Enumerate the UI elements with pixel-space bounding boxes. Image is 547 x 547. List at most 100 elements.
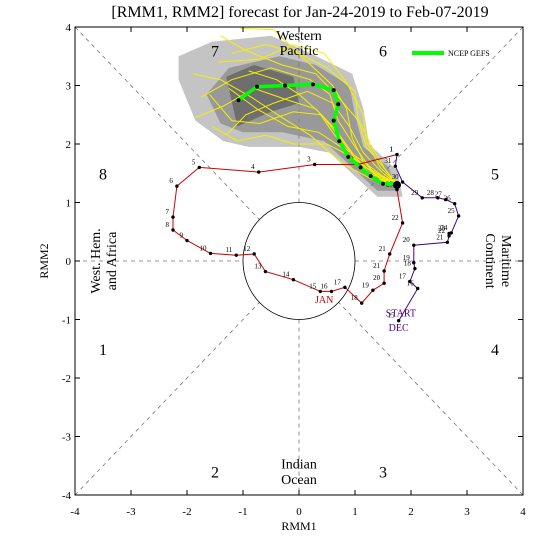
y-tick-label: 2 (66, 139, 72, 151)
series-3-point-3 (368, 174, 373, 179)
y-tick-label: 0 (66, 256, 72, 268)
series-1-day-label-5: 19 (403, 254, 411, 262)
series-2-day-label-18: 18 (351, 294, 359, 302)
region-label-ocean: Ocean (281, 473, 317, 488)
series-2-point-7 (171, 215, 175, 219)
ensemble-member-2 (231, 44, 398, 185)
region-label-west-hem-africa: West. Hem. and Africa (89, 228, 120, 293)
series-1-point-16 (400, 180, 405, 184)
series-2-point-4 (256, 170, 261, 174)
phase-number-1: 1 (99, 342, 107, 359)
region-label-and-africa: and Africa (105, 231, 120, 290)
y-tick-label: 1 (66, 198, 72, 210)
series-1-point-10 (449, 231, 454, 235)
series-1-day-label-14: 28 (427, 189, 435, 197)
series-1-day-label-16: 30 (392, 173, 400, 181)
series-1-day-label-15: 29 (411, 189, 419, 197)
series-1-day-label-8: 22 (438, 227, 446, 235)
ensemble-member-5 (211, 125, 398, 185)
series-1-point-3 (408, 279, 412, 284)
series-2-point-16 (329, 289, 334, 294)
series-1-point-5 (412, 261, 416, 265)
series-1-day-label-7: 21 (436, 233, 444, 241)
series-2-point-5 (197, 165, 202, 170)
y-tick-label: 4 (66, 22, 72, 34)
series-2-day-label-20: 20 (373, 274, 381, 282)
series-3-point-4 (358, 165, 363, 170)
y-tick-label: 3 (66, 81, 72, 93)
series-3-point-10 (311, 82, 315, 87)
region-label-indian: Indian (281, 458, 317, 473)
series-1-day-label-3: 17 (399, 272, 407, 280)
series-2-day-label-17: 17 (334, 278, 342, 286)
series-2-day-label-1: 1 (390, 146, 394, 154)
phase-grid (74, 26, 524, 496)
y-axis-label: RMM2 (37, 243, 51, 278)
series-3-point-2 (381, 181, 385, 186)
series-2-day-label-23: 22 (392, 214, 400, 222)
series-1-day-label-18: 1 (390, 146, 394, 154)
series-1-day-label-10: 24 (440, 224, 448, 232)
x-tick-label: 1 (352, 506, 358, 518)
series-1-point-12 (452, 201, 457, 206)
phase-labels: 12 345678WesternPacificIndianOceanMaritim… (89, 29, 513, 488)
series-2-point-22 (388, 252, 392, 256)
series-2-day-label-5: 5 (192, 158, 196, 166)
series-2-day-label-7: 7 (166, 208, 170, 216)
region-label-west-hem: West. Hem. (89, 228, 104, 293)
phase-number-7: 7 (211, 43, 219, 60)
series-2-point-9 (185, 238, 189, 243)
series-2-day-label-22: 21 (379, 245, 387, 253)
series-2-day-label-13: 13 (254, 263, 262, 271)
ensemble-member-11 (192, 73, 398, 185)
series-2-point-8 (171, 228, 175, 232)
series-1-point-11 (456, 214, 461, 218)
series-3-point-7 (331, 118, 336, 123)
ensemble-member-6 (225, 90, 398, 185)
y-tick-label: -3 (62, 432, 72, 444)
series-3-point-8 (336, 102, 341, 107)
series-2-day-label-6: 6 (169, 177, 173, 185)
x-tick-label: 4 (520, 506, 526, 518)
phase-number-3: 3 (379, 465, 387, 482)
x-tick-label: 3 (464, 506, 470, 518)
series-3-point-9 (331, 88, 336, 93)
ensemble-members (192, 27, 398, 185)
series-1-point-7 (445, 240, 450, 244)
series-2-point-13 (263, 269, 268, 274)
series-1-day-label-11: 25 (448, 207, 456, 215)
series-2-point-15 (318, 289, 322, 294)
region-label-pacific: Pacific (280, 44, 319, 59)
series-1-point-8 (447, 234, 451, 238)
series-2-point-23 (400, 221, 405, 225)
series-2-point-21 (382, 269, 386, 273)
series-2-point-18 (360, 301, 364, 305)
phase-number-2: 2 (211, 465, 219, 482)
series-2-day-label-15: 15 (309, 282, 317, 290)
series-1-day-label-1: 15 (388, 312, 396, 320)
series-2-point-10 (208, 251, 213, 256)
series-1-day-label-4: 18 (404, 260, 412, 268)
series-3-point-5 (346, 154, 351, 159)
x-tick-label: 0 (296, 506, 302, 518)
series-2-day-label-11: 11 (226, 246, 233, 254)
diagonal-lower-left (74, 302, 260, 496)
series-3-point-13 (236, 98, 241, 103)
series-1-point-6 (412, 243, 416, 247)
series-1-day-label-9: 23 (438, 225, 446, 233)
ensemble-member-7 (217, 44, 398, 185)
series-2-day-label-12: 12 (243, 245, 251, 253)
x-tick-label: -2 (182, 506, 191, 518)
phase-number-5: 5 (491, 166, 499, 183)
series-1-point-1 (396, 318, 401, 323)
x-tick-label: -1 (238, 506, 247, 518)
series-1-point-15 (420, 196, 424, 200)
series-2-day-label-10: 10 (200, 244, 208, 252)
series-1-point-17 (393, 164, 398, 168)
series-3-point-6 (337, 139, 342, 144)
y-tick-label: -4 (62, 490, 72, 502)
dec-annotation: DEC (389, 323, 409, 334)
region-label-maritime: Maritime (498, 235, 513, 287)
